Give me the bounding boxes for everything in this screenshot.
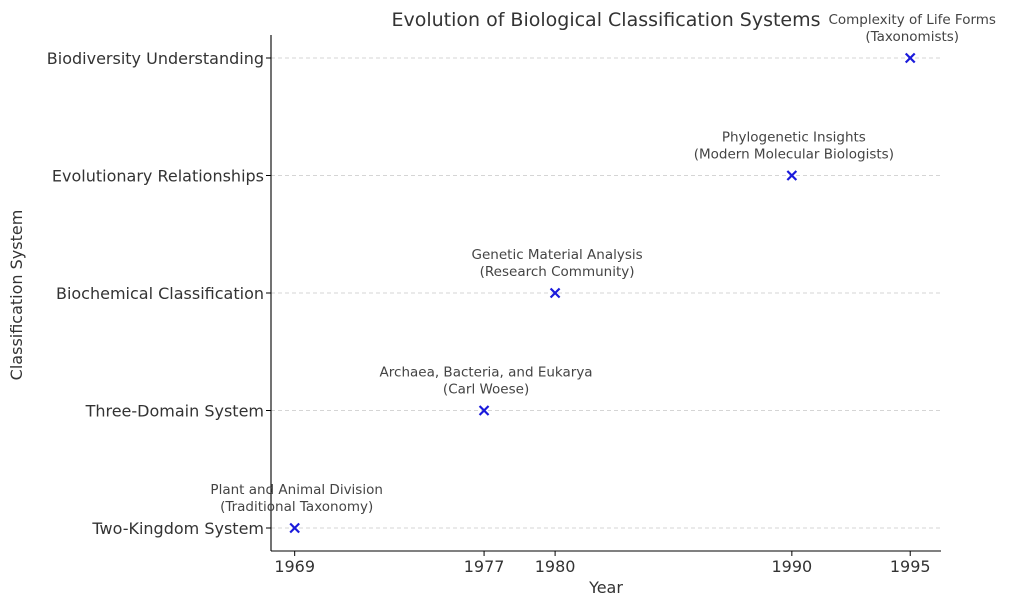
data-points <box>289 52 916 534</box>
y-tick-label: Two-Kingdom System <box>91 519 264 538</box>
point-annotation: (Modern Molecular Biologists) <box>694 147 894 163</box>
axis-ticks: Two-Kingdom System Three-Domain System Bio… <box>47 49 931 576</box>
point-annotation: Genetic Material Analysis <box>472 247 643 263</box>
y-tick-label: Three-Domain System <box>85 402 264 421</box>
y-axis-label: Classification System <box>7 210 26 381</box>
data-point <box>786 170 798 181</box>
data-point-marker <box>904 52 916 64</box>
data-point <box>904 52 916 64</box>
x-tick-label: 1969 <box>274 557 315 576</box>
point-annotation: (Research Community) <box>480 264 635 280</box>
point-annotation: (Traditional Taxonomy) <box>220 499 373 515</box>
y-tick-label: Biochemical Classification <box>56 284 264 303</box>
data-point <box>289 522 300 534</box>
point-annotation: (Taxonomists) <box>865 29 959 45</box>
data-point-marker <box>549 287 561 299</box>
y-tick-label: Evolutionary Relationships <box>52 167 264 186</box>
data-point-marker <box>289 522 300 534</box>
data-point <box>549 287 561 299</box>
x-tick-label: 1980 <box>535 557 576 576</box>
point-annotation: Complexity of Life Forms <box>828 12 996 28</box>
point-annotations: Plant and Animal Division(Traditional Ta… <box>210 12 996 515</box>
x-tick-label: 1990 <box>771 557 812 576</box>
x-tick-label: 1995 <box>890 557 931 576</box>
x-tick-label: 1977 <box>464 557 505 576</box>
x-axis-label: Year <box>588 578 623 597</box>
data-point <box>478 405 490 416</box>
grid-lines <box>271 57 941 529</box>
y-tick-label: Biodiversity Understanding <box>47 49 264 68</box>
chart-title: Evolution of Biological Classification S… <box>391 9 820 31</box>
point-annotation: Archaea, Bacteria, and Eukarya <box>380 365 593 381</box>
data-point-marker <box>786 170 798 181</box>
data-point-marker <box>478 405 490 416</box>
point-annotation: Plant and Animal Division <box>210 482 383 498</box>
point-annotation: (Carl Woese) <box>443 382 529 398</box>
point-annotation: Phylogenetic Insights <box>722 130 866 146</box>
